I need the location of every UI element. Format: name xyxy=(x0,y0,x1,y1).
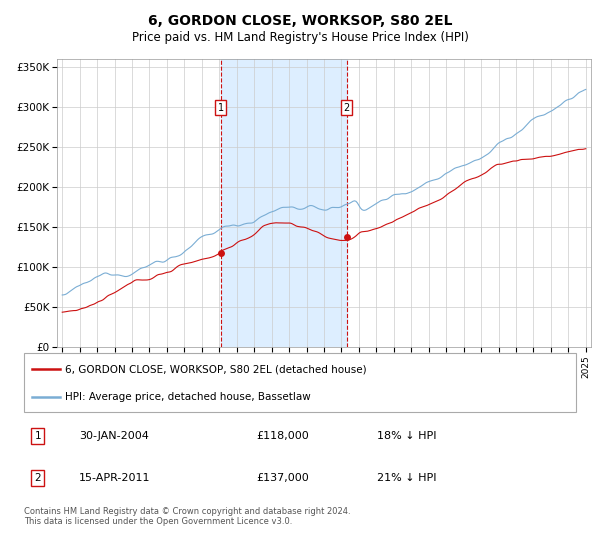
Text: 6, GORDON CLOSE, WORKSOP, S80 2EL: 6, GORDON CLOSE, WORKSOP, S80 2EL xyxy=(148,14,452,28)
Bar xyxy=(221,59,347,347)
Text: 2: 2 xyxy=(343,103,350,113)
Text: 18% ↓ HPI: 18% ↓ HPI xyxy=(377,431,437,441)
Text: HPI: Average price, detached house, Bassetlaw: HPI: Average price, detached house, Bass… xyxy=(65,392,311,402)
Text: 21% ↓ HPI: 21% ↓ HPI xyxy=(377,473,437,483)
Text: 2: 2 xyxy=(34,473,41,483)
Text: 6, GORDON CLOSE, WORKSOP, S80 2EL (detached house): 6, GORDON CLOSE, WORKSOP, S80 2EL (detac… xyxy=(65,364,367,374)
Text: 1: 1 xyxy=(218,103,224,113)
Text: £137,000: £137,000 xyxy=(256,473,308,483)
Text: 1: 1 xyxy=(34,431,41,441)
Text: 30-JAN-2004: 30-JAN-2004 xyxy=(79,431,149,441)
Text: 15-APR-2011: 15-APR-2011 xyxy=(79,473,151,483)
FancyBboxPatch shape xyxy=(24,353,576,412)
Text: £118,000: £118,000 xyxy=(256,431,308,441)
Text: Contains HM Land Registry data © Crown copyright and database right 2024.
This d: Contains HM Land Registry data © Crown c… xyxy=(24,507,350,526)
Text: Price paid vs. HM Land Registry's House Price Index (HPI): Price paid vs. HM Land Registry's House … xyxy=(131,31,469,44)
